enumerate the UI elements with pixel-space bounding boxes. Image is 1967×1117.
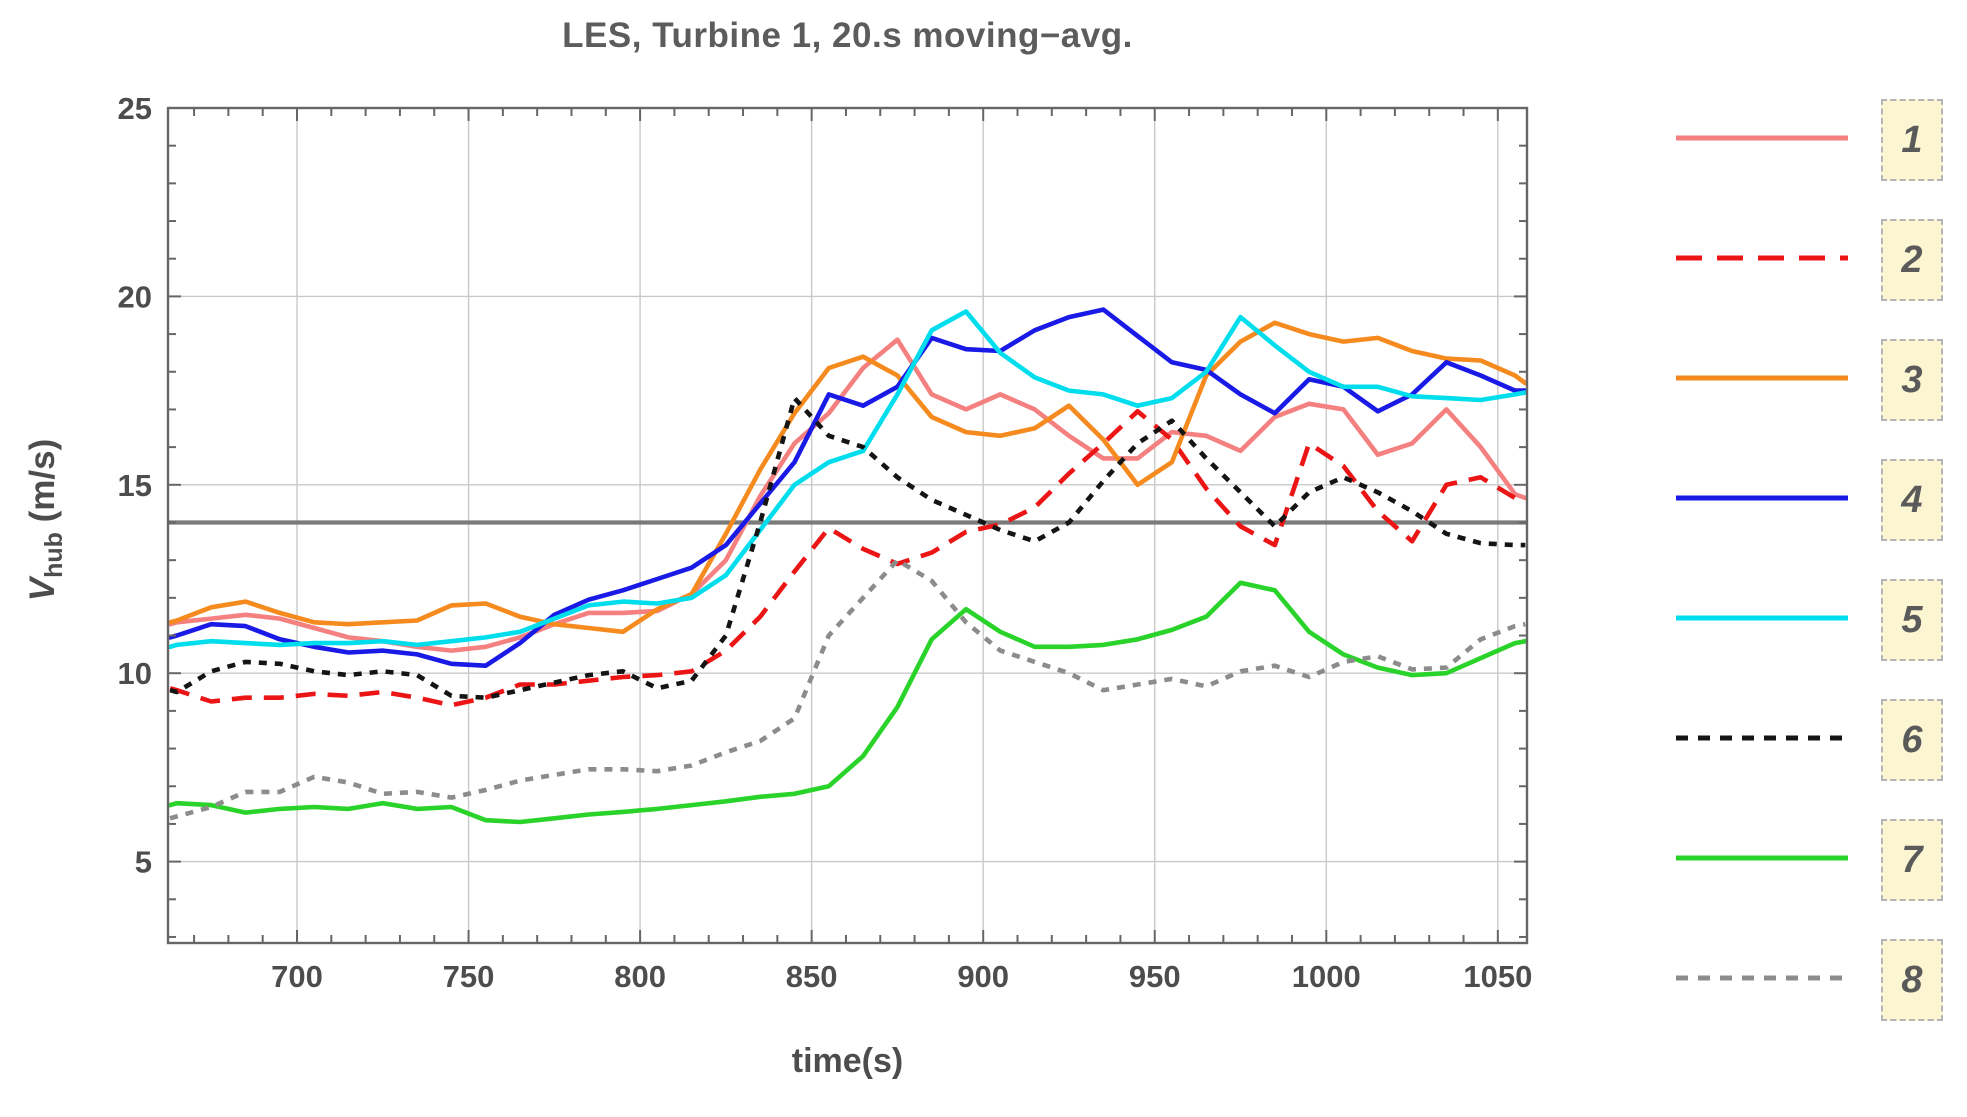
y-axis-subscript: hub bbox=[40, 532, 68, 578]
series-line-3 bbox=[168, 320, 1527, 635]
x-axis-label: time(s) bbox=[791, 1042, 904, 1080]
y-tick-label-10: 10 bbox=[118, 656, 152, 691]
series-line-7 bbox=[168, 580, 1527, 825]
gridlines bbox=[168, 107, 1527, 943]
series-line-2 bbox=[169, 408, 1526, 708]
series-line-5 bbox=[168, 309, 1527, 650]
x-tick-label-1000: 1000 bbox=[1292, 959, 1361, 994]
legend-label-8: 8 bbox=[1881, 939, 1943, 1021]
chart-title: LES, Turbine 1, 20.s moving−avg. bbox=[562, 16, 1133, 55]
x-tick-label-700: 700 bbox=[271, 959, 323, 994]
y-tick-label-15: 15 bbox=[118, 468, 152, 503]
legend-label-7: 7 bbox=[1881, 819, 1943, 901]
tick-labels: 700 750 800 850 900 950 1000 1050 5 10 15 20 25 bbox=[118, 91, 1533, 994]
x-tick-label-800: 800 bbox=[614, 959, 666, 994]
legend-swatch-6 bbox=[1676, 735, 1848, 741]
plot-frame bbox=[166, 106, 1529, 945]
series-group bbox=[168, 307, 1527, 825]
series-line-6 bbox=[169, 395, 1526, 701]
series-line-4 bbox=[168, 307, 1527, 669]
legend-swatch-5 bbox=[1676, 615, 1848, 621]
x-tick-label-1050: 1050 bbox=[1463, 959, 1532, 994]
series-line-1 bbox=[168, 337, 1527, 653]
legend-swatch-3 bbox=[1676, 375, 1848, 381]
x-tick-label-950: 950 bbox=[1129, 959, 1181, 994]
legend-label-6: 6 bbox=[1881, 699, 1943, 781]
legend-label-3: 3 bbox=[1881, 339, 1943, 421]
y-axis-label: Vhub (m/s) bbox=[23, 439, 69, 602]
x-tick-label-900: 900 bbox=[957, 959, 1009, 994]
legend-label-4: 4 bbox=[1881, 459, 1943, 541]
legend-swatch-2 bbox=[1676, 255, 1848, 261]
legend-label-1: 1 bbox=[1881, 99, 1943, 181]
ticks bbox=[168, 107, 1527, 943]
y-tick-label-5: 5 bbox=[135, 845, 152, 880]
y-axis-variable: V bbox=[23, 577, 62, 602]
legend-label-2: 2 bbox=[1881, 219, 1943, 301]
series-line-8 bbox=[169, 557, 1526, 821]
legend-swatch-1 bbox=[1676, 135, 1848, 141]
x-tick-label-850: 850 bbox=[786, 959, 838, 994]
y-tick-label-20: 20 bbox=[118, 279, 152, 314]
legend-swatch-7 bbox=[1676, 855, 1848, 861]
y-axis-unit: (m/s) bbox=[23, 438, 62, 533]
legend-label-5: 5 bbox=[1881, 579, 1943, 661]
x-tick-label-750: 750 bbox=[443, 959, 495, 994]
legend-swatch-4 bbox=[1676, 495, 1848, 501]
y-tick-label-25: 25 bbox=[118, 91, 152, 126]
legend-swatch-8 bbox=[1676, 975, 1848, 981]
